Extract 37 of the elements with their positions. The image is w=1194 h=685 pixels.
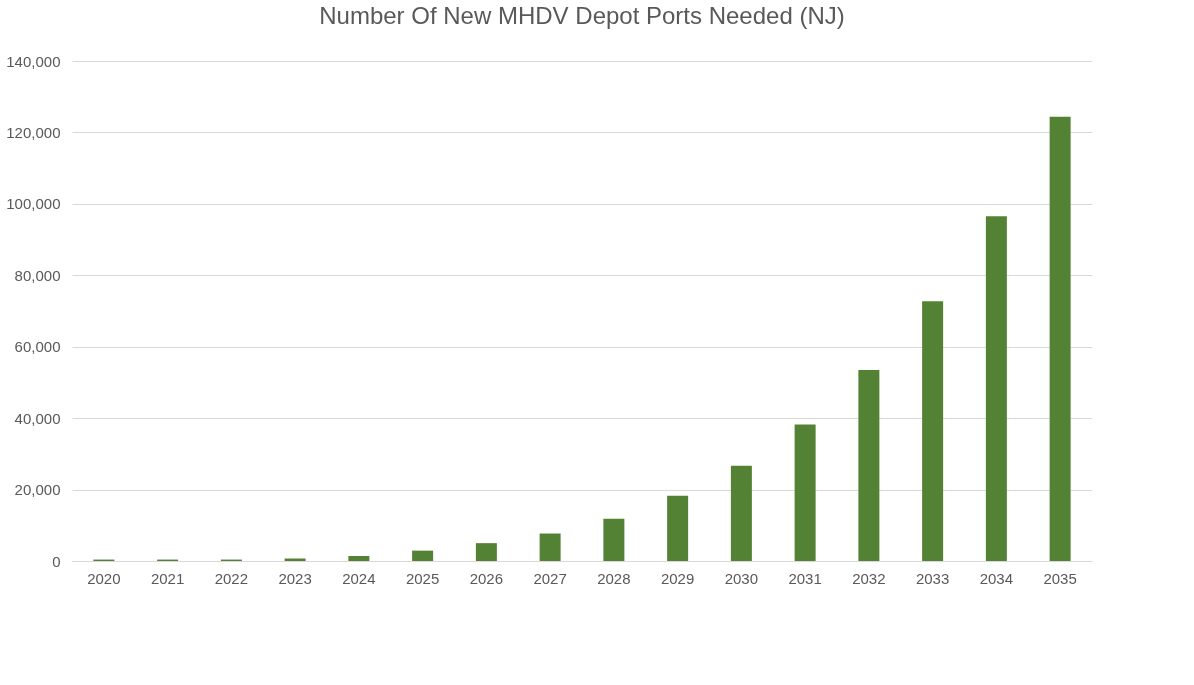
bar <box>1049 116 1071 561</box>
x-tick-label: 2027 <box>533 569 567 587</box>
y-tick-label: 40,000 <box>14 409 61 427</box>
bar <box>985 216 1007 561</box>
bar <box>794 424 816 561</box>
x-tick-label: 2033 <box>915 569 950 587</box>
y-tick-label: 100,000 <box>6 195 61 213</box>
bar <box>730 465 752 561</box>
bar <box>603 518 625 561</box>
x-tick-label: 2030 <box>724 569 759 587</box>
bar <box>412 550 434 561</box>
x-tick-label: 2025 <box>405 569 440 587</box>
y-tick-label: 140,000 <box>6 52 61 70</box>
x-tick-label: 2032 <box>852 569 886 587</box>
x-tick-label: 2020 <box>87 569 121 587</box>
y-tick-label: 120,000 <box>6 123 61 141</box>
x-tick-label: 2026 <box>469 569 504 587</box>
bar <box>667 495 689 561</box>
bar <box>475 543 497 561</box>
y-tick-label: 80,000 <box>14 266 61 284</box>
y-tick-label: 60,000 <box>14 338 61 356</box>
x-tick-label: 2024 <box>342 569 376 587</box>
x-tick-label: 2029 <box>660 569 695 587</box>
x-tick-label: 2022 <box>214 569 249 587</box>
chart-title: Number Of New MHDV Depot Ports Needed (NJ) <box>319 2 845 29</box>
x-tick-label: 2031 <box>788 569 822 587</box>
y-tick-label: 0 <box>52 552 61 570</box>
x-tick-label: 2028 <box>597 569 631 587</box>
x-tick-label: 2021 <box>150 569 185 587</box>
x-tick-label: 2034 <box>979 569 1014 587</box>
y-tick-label: 20,000 <box>14 481 61 499</box>
bar <box>539 533 561 561</box>
bar <box>922 301 944 561</box>
bar <box>858 369 880 561</box>
x-tick-label: 2023 <box>278 569 312 587</box>
bar <box>348 556 370 561</box>
x-tick-label: 2035 <box>1043 569 1077 587</box>
